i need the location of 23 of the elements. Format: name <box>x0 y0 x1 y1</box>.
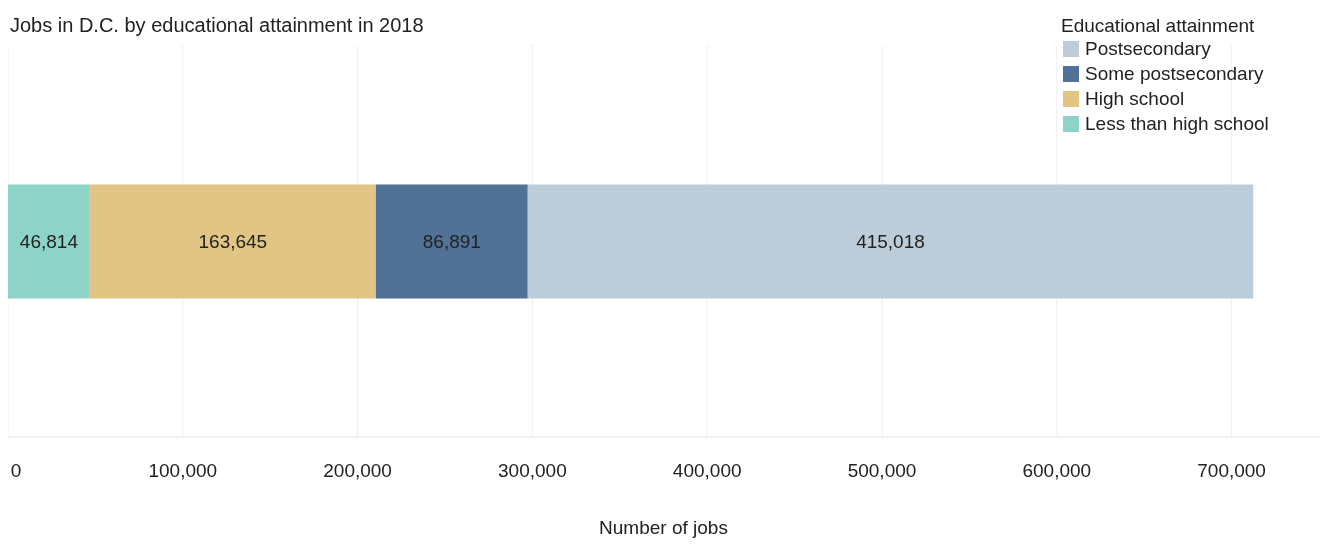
x-tick-label: 0 <box>10 460 22 481</box>
chart-title: Jobs in D.C. by educational attainment in 2018 <box>10 14 424 36</box>
bar <box>89 184 376 299</box>
data-label: 415,018 <box>856 231 925 253</box>
x-tick-label: 600,000 <box>1022 460 1092 481</box>
bar <box>8 184 90 299</box>
x-tick-label: 100,000 <box>148 460 218 481</box>
x-axis-title: Number of jobs <box>599 517 728 538</box>
data-label: 163,645 <box>198 231 268 253</box>
x-tick-label: 200,000 <box>323 460 392 481</box>
legend-title: Educational attainment <box>1061 15 1256 36</box>
legend-label: Less than high school <box>1085 113 1269 134</box>
bar <box>527 184 1254 299</box>
x-tick-label: 400,000 <box>672 460 742 481</box>
legend-label: Some postsecondary <box>1085 63 1264 84</box>
legend-label: High school <box>1085 88 1185 109</box>
legend-label: Postsecondary <box>1085 38 1212 59</box>
x-tick-label: 500,000 <box>847 460 917 481</box>
data-label: 86,891 <box>422 231 481 253</box>
x-tick-label: 300,000 <box>498 460 567 481</box>
bar <box>375 184 528 299</box>
x-tick-label: 700,000 <box>1197 460 1266 481</box>
data-label: 46,814 <box>19 231 79 253</box>
